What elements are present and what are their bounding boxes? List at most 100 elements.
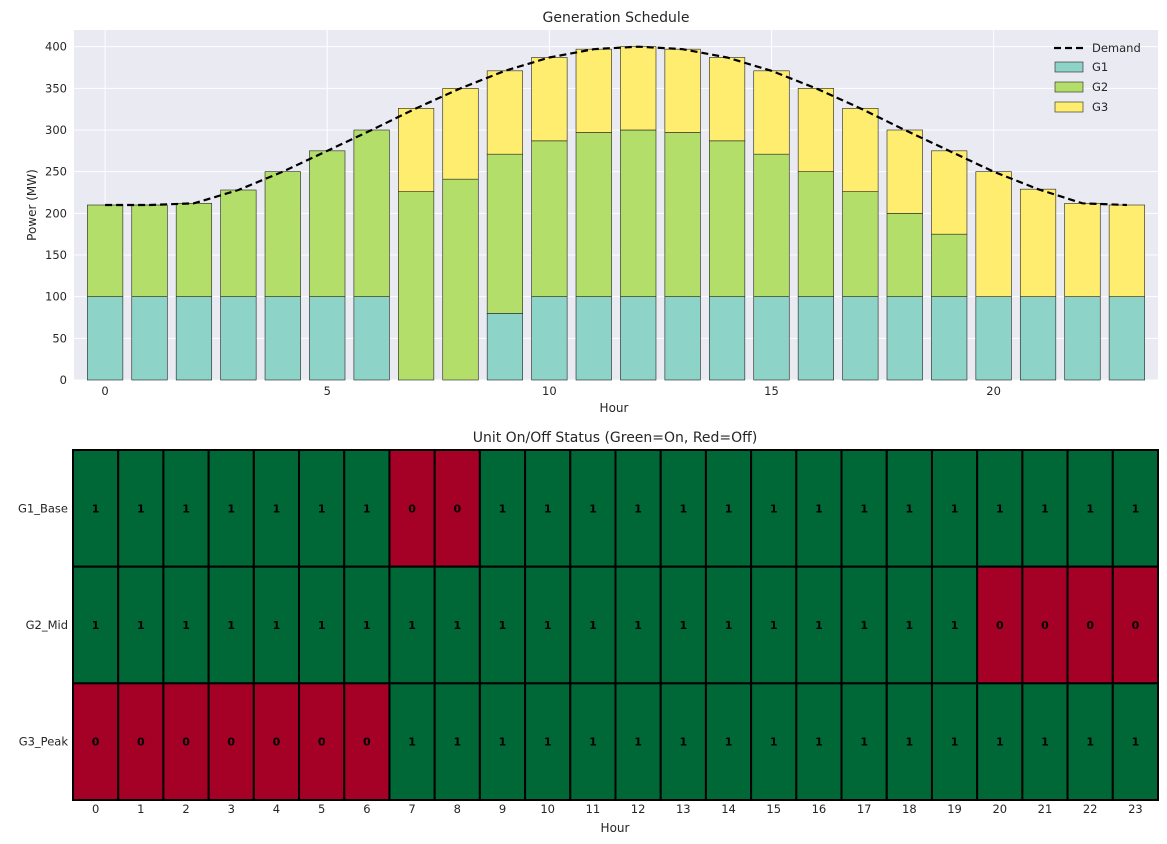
cell-value-label: 1: [182, 502, 190, 515]
bar-g1-hour-3: [220, 296, 257, 381]
column-label: 21: [1038, 802, 1053, 816]
cell-value-label: 1: [951, 736, 959, 749]
x-tick-label: 10: [542, 384, 557, 398]
bar-g3-hour-13: [664, 48, 701, 133]
cell-g3_peak-hour-1: [117, 682, 165, 801]
bar-g3-hour-10: [531, 57, 568, 142]
cell-value-label: 1: [318, 619, 326, 632]
legend-g3-swatch: [1054, 101, 1084, 113]
cell-g1_base-hour-6: [343, 449, 391, 568]
bar-g2-hour-11: [575, 132, 612, 297]
cell-g3_peak-hour-3: [207, 682, 255, 801]
x-tick-label: 15: [764, 384, 779, 398]
cell-value-label: 1: [92, 502, 100, 515]
column-label: 23: [1128, 802, 1143, 816]
cell-g2_mid-hour-7: [388, 565, 436, 685]
cell-value-label: 1: [363, 619, 371, 632]
cell-value-label: 1: [725, 736, 733, 749]
cell-g3_peak-hour-17: [840, 682, 888, 801]
cell-value-label: 1: [363, 502, 371, 515]
cell-g1_base-hour-7: [388, 449, 436, 568]
cell-g1_base-hour-5: [298, 449, 346, 568]
cell-g1_base-hour-10: [524, 449, 572, 568]
cell-value-label: 1: [544, 736, 552, 749]
column-labels: 0 1 2 3 4 5 6 7 8 9 10 11 12 13 14 15 16 17 18 19 20 21 22 23: [92, 802, 1143, 816]
y-tick-label: 150: [45, 248, 67, 262]
bar-g1-hour-23: [1108, 296, 1145, 381]
legend-g1-label: G1: [1092, 60, 1108, 74]
bar-g3-hour-22: [1064, 203, 1101, 297]
cell-value-label: 0: [92, 736, 100, 749]
cell-g3_peak-hour-11: [569, 682, 617, 801]
column-label: 1: [137, 802, 144, 816]
cell-value-label: 1: [1086, 736, 1094, 749]
bar-g2-hour-4: [264, 171, 301, 297]
cell-value-label: 1: [951, 619, 959, 632]
cell-g2_mid-hour-4: [252, 565, 301, 685]
bar-g1-hour-9: [486, 313, 524, 381]
bar-g1-hour-17: [842, 296, 879, 381]
cell-g3_peak-hour-23: [1111, 682, 1159, 801]
cell-value-label: 1: [227, 502, 235, 515]
cell-g2_mid-hour-13: [659, 565, 707, 685]
heatmap-title: Unit On/Off Status (Green=On, Red=Off): [473, 430, 758, 446]
column-label: 14: [721, 802, 736, 816]
bar-g3-hour-14: [708, 57, 746, 142]
column-label: 22: [1083, 802, 1098, 816]
bar-g1-hour-0: [87, 296, 124, 381]
bar-g2-hour-6: [353, 129, 390, 297]
cell-value-label: 1: [906, 619, 914, 632]
legend-g2-label: G2: [1092, 80, 1108, 94]
cell-value-label: 1: [453, 736, 461, 749]
cell-g3_peak-hour-15: [750, 682, 798, 801]
cell-value-label: 1: [815, 736, 823, 749]
cell-value-label: 1: [634, 502, 642, 515]
bar-g1-hour-12: [620, 296, 657, 381]
cell-g2_mid-hour-17: [840, 565, 888, 685]
generation-schedule-chart: 0 5 10 15 20 0 50 100 150 200 250 300 350 400 Genera…: [25, 10, 1158, 415]
bar-g2-hour-19: [931, 233, 968, 297]
cell-value-label: 1: [408, 619, 416, 632]
cell-value-label: 1: [589, 736, 597, 749]
cell-g3_peak-hour-16: [795, 682, 843, 801]
y-tick-label: 400: [45, 40, 67, 54]
bar-g1-hour-15: [753, 296, 790, 381]
y-axis-label: Power (MW): [25, 169, 39, 241]
bar-g2-hour-3: [220, 189, 257, 297]
cell-g3_peak-hour-7: [388, 682, 436, 801]
cell-value-label: 1: [408, 736, 416, 749]
cell-value-label: 1: [725, 502, 733, 515]
y-tick-label: 250: [45, 165, 67, 179]
bar-g2-hour-15: [753, 153, 790, 297]
bar-g1-hour-21: [1019, 296, 1057, 381]
cell-g1_base-hour-22: [1066, 449, 1114, 568]
cell-value-label: 1: [951, 502, 959, 515]
bar-g1-hour-18: [886, 296, 923, 381]
cell-value-label: 1: [92, 619, 100, 632]
cell-value-label: 1: [906, 736, 914, 749]
legend-demand-label: Demand: [1092, 41, 1141, 55]
column-label: 4: [273, 802, 280, 816]
cell-value-label: 1: [182, 619, 190, 632]
column-label: 9: [499, 802, 506, 816]
demand-line-group: [105, 45, 1127, 207]
bar-g1-hour-10: [531, 296, 568, 381]
y-tick-label: 300: [45, 123, 67, 137]
bar-g2-hour-1: [131, 204, 168, 297]
heatmap-cells: 1 1 1 1 1 1 1 0 0 1 1 1 1 1 1 1 1 1 1 1 1 1 1 1 1 1 1 1 1 1 1 1 1 1 1 1 1 1 1 1…: [72, 449, 1159, 801]
column-label: 19: [947, 802, 962, 816]
y-tick-label: 0: [60, 373, 67, 387]
cell-g2_mid-hour-8: [433, 565, 481, 685]
legend-g1-swatch: [1054, 61, 1084, 73]
cell-g3_peak-hour-6: [343, 682, 391, 801]
column-label: 7: [408, 802, 415, 816]
column-label: 0: [92, 802, 99, 816]
cell-value-label: 1: [860, 736, 868, 749]
cell-value-label: 1: [770, 736, 778, 749]
bar-g1-hour-13: [664, 296, 701, 381]
bar-g1-hour-16: [797, 296, 834, 381]
y-tick-label: 350: [45, 81, 67, 95]
cell-g3_peak-hour-5: [298, 682, 346, 801]
cell-g3_peak-hour-14: [704, 682, 753, 801]
cell-value-label: 0: [137, 736, 145, 749]
